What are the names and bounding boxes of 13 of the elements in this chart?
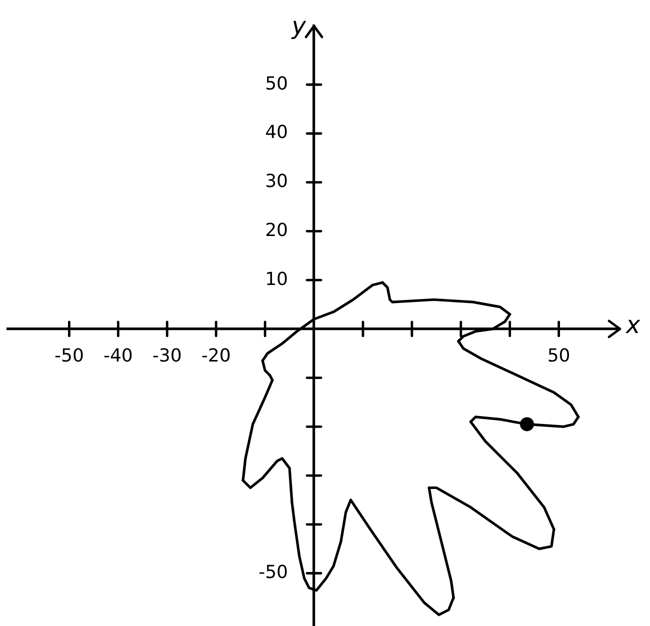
- y-tick-label: 50: [265, 73, 288, 94]
- y-tick-label: 40: [265, 122, 288, 144]
- x-tick-label: -50: [54, 346, 84, 367]
- y-tick-label: -50: [258, 562, 288, 583]
- y-tick-label: 20: [265, 220, 288, 241]
- y-tick-label: 10: [265, 268, 288, 290]
- y-tick-label: 30: [265, 171, 288, 192]
- x-tick-label: -30: [152, 346, 182, 367]
- x-axis-title: x: [625, 311, 641, 340]
- x-tick-label: -40: [103, 346, 133, 367]
- x-tick-label: -20: [201, 346, 231, 367]
- y-axis-title: y: [290, 12, 307, 40]
- x-tick-label: 50: [547, 346, 570, 367]
